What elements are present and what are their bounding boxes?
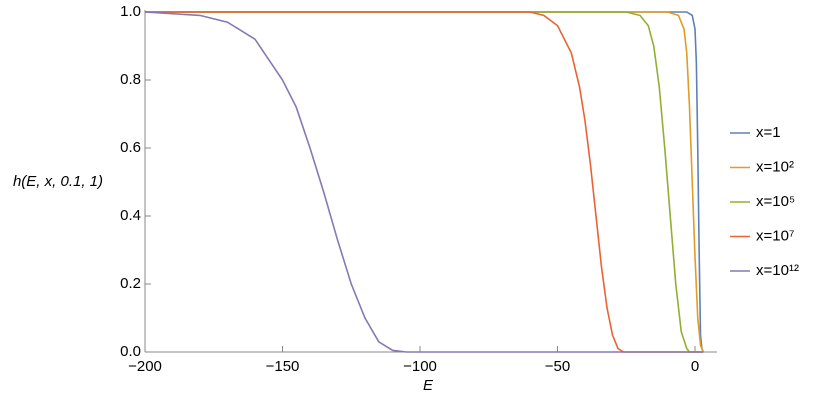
legend-label: x=10⁵ xyxy=(756,193,795,210)
x-tick-label: −200 xyxy=(128,358,162,375)
y-axis-label: h(E, x, 0.1, 1) xyxy=(13,173,103,190)
x-axis-label: E xyxy=(423,377,434,394)
legend-label: x=10⁷ xyxy=(756,227,794,244)
y-tick-label: 1.0 xyxy=(120,3,141,20)
y-tick-label: 0.4 xyxy=(120,207,141,224)
x-tick-label: 0 xyxy=(691,358,699,375)
line-series xyxy=(145,11,704,353)
line-series xyxy=(145,11,704,353)
y-tick-label: 0.2 xyxy=(120,275,141,292)
legend-label: x=1 xyxy=(756,124,781,141)
line-series xyxy=(145,11,704,353)
y-tick-label: 0.8 xyxy=(120,71,141,88)
x-tick-label: −150 xyxy=(266,358,300,375)
x-tick-label: −50 xyxy=(545,358,570,375)
y-tick-label: 0.0 xyxy=(120,343,141,360)
y-tick-label: 0.6 xyxy=(120,139,141,156)
x-tick-label: −100 xyxy=(403,358,437,375)
line-series xyxy=(144,11,704,353)
legend-label: x=10¹² xyxy=(756,262,799,279)
legend-label: x=10² xyxy=(756,158,794,175)
line-series xyxy=(145,11,704,353)
